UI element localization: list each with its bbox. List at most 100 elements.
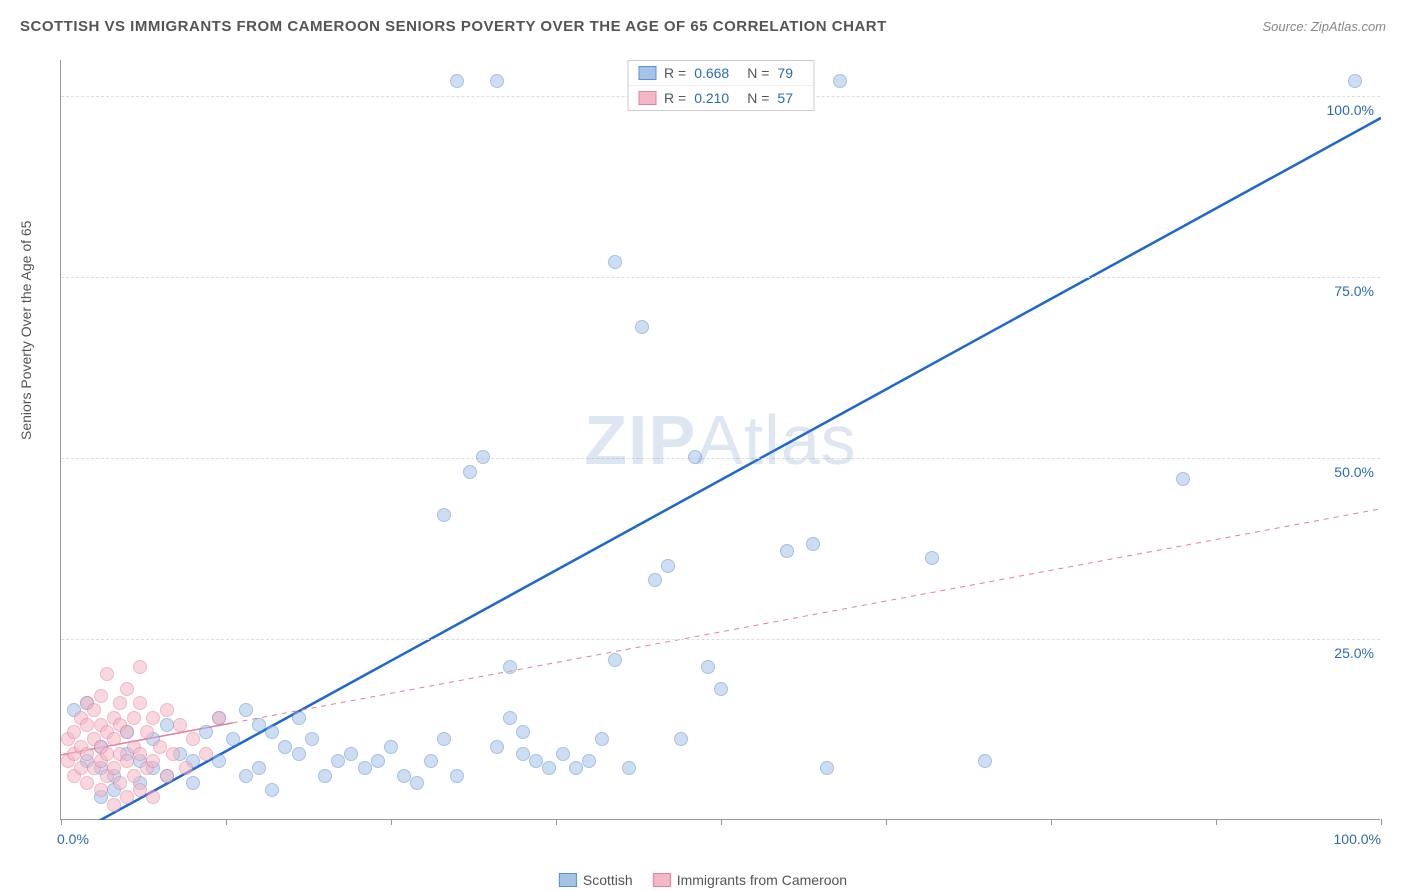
n-label: N = [747, 65, 769, 81]
data-point-scottish [688, 450, 702, 464]
data-point-scottish [252, 761, 266, 775]
gridline-h [61, 639, 1380, 640]
data-point-immigrants-from-cameroon [146, 711, 160, 725]
data-point-immigrants-from-cameroon [100, 747, 114, 761]
chart-header: SCOTTISH VS IMMIGRANTS FROM CAMEROON SEN… [20, 18, 1386, 35]
data-point-immigrants-from-cameroon [74, 761, 88, 775]
data-point-immigrants-from-cameroon [120, 682, 134, 696]
data-point-immigrants-from-cameroon [166, 747, 180, 761]
x-tick [226, 819, 227, 825]
data-point-immigrants-from-cameroon [127, 769, 141, 783]
data-point-scottish [1348, 74, 1362, 88]
data-point-immigrants-from-cameroon [80, 776, 94, 790]
data-point-scottish [331, 754, 345, 768]
y-tick-label: 50.0% [1334, 464, 1374, 480]
data-point-immigrants-from-cameroon [87, 703, 101, 717]
data-point-scottish [252, 718, 266, 732]
data-point-immigrants-from-cameroon [212, 711, 226, 725]
trend-lines-svg [61, 60, 1381, 820]
data-point-scottish [714, 682, 728, 696]
data-point-immigrants-from-cameroon [67, 725, 81, 739]
gridline-h [61, 458, 1380, 459]
data-point-immigrants-from-cameroon [179, 761, 193, 775]
n-value-scottish: 79 [777, 65, 793, 81]
data-point-scottish [344, 747, 358, 761]
data-point-scottish [516, 747, 530, 761]
r-label: R = [664, 65, 686, 81]
data-point-scottish [780, 544, 794, 558]
data-point-scottish [503, 660, 517, 674]
data-point-immigrants-from-cameroon [133, 783, 147, 797]
r-value-scottish: 0.668 [694, 65, 729, 81]
data-point-scottish [318, 769, 332, 783]
data-point-scottish [476, 450, 490, 464]
data-point-scottish [397, 769, 411, 783]
data-point-immigrants-from-cameroon [107, 732, 121, 746]
data-point-scottish [450, 769, 464, 783]
data-point-immigrants-from-cameroon [80, 747, 94, 761]
data-point-scottish [661, 559, 675, 573]
data-point-immigrants-from-cameroon [173, 718, 187, 732]
data-point-immigrants-from-cameroon [107, 761, 121, 775]
data-point-scottish [199, 725, 213, 739]
x-tick [391, 819, 392, 825]
legend-swatch-cameroon [653, 873, 671, 887]
x-tick [886, 819, 887, 825]
data-point-immigrants-from-cameroon [100, 667, 114, 681]
data-point-scottish [608, 653, 622, 667]
correlation-stats-legend: R = 0.668 N = 79 R = 0.210 N = 57 [627, 60, 814, 111]
data-point-scottish [186, 776, 200, 790]
data-point-scottish [925, 551, 939, 565]
data-point-immigrants-from-cameroon [153, 740, 167, 754]
data-point-scottish [608, 255, 622, 269]
n-value-cameroon: 57 [777, 90, 793, 106]
legend-label-cameroon: Immigrants from Cameroon [677, 872, 847, 888]
data-point-immigrants-from-cameroon [146, 754, 160, 768]
data-point-immigrants-from-cameroon [120, 725, 134, 739]
data-point-scottish [305, 732, 319, 746]
gridline-h [61, 277, 1380, 278]
data-point-scottish [503, 711, 517, 725]
data-point-scottish [806, 537, 820, 551]
data-point-scottish [437, 508, 451, 522]
data-point-scottish [635, 320, 649, 334]
data-point-scottish [278, 740, 292, 754]
data-point-immigrants-from-cameroon [113, 776, 127, 790]
r-label: R = [664, 90, 686, 106]
data-point-scottish [490, 74, 504, 88]
data-point-scottish [820, 761, 834, 775]
watermark-light: Atlas [696, 401, 857, 479]
data-point-scottish [463, 465, 477, 479]
data-point-scottish [978, 754, 992, 768]
data-point-scottish [265, 725, 279, 739]
data-point-scottish [556, 747, 570, 761]
data-point-scottish [490, 740, 504, 754]
data-point-immigrants-from-cameroon [133, 660, 147, 674]
legend-swatch-scottish [559, 873, 577, 887]
y-tick-label: 100.0% [1327, 102, 1374, 118]
stats-row-cameroon: R = 0.210 N = 57 [628, 86, 813, 110]
data-point-scottish [160, 718, 174, 732]
data-point-immigrants-from-cameroon [127, 711, 141, 725]
data-point-scottish [437, 732, 451, 746]
x-tick [1216, 819, 1217, 825]
data-point-immigrants-from-cameroon [199, 747, 213, 761]
data-point-scottish [424, 754, 438, 768]
data-point-scottish [542, 761, 556, 775]
y-axis-label: Seniors Poverty Over the Age of 65 [18, 221, 34, 440]
data-point-scottish [292, 747, 306, 761]
data-point-immigrants-from-cameroon [133, 747, 147, 761]
series-legend: Scottish Immigrants from Cameroon [559, 872, 847, 888]
data-point-immigrants-from-cameroon [140, 725, 154, 739]
watermark-bold: ZIP [584, 401, 696, 479]
data-point-scottish [516, 725, 530, 739]
x-tick [61, 819, 62, 825]
swatch-cameroon [638, 91, 656, 105]
data-point-scottish [833, 74, 847, 88]
swatch-scottish [638, 66, 656, 80]
data-point-scottish [371, 754, 385, 768]
x-tick-label: 0.0% [57, 831, 89, 847]
data-point-scottish [212, 754, 226, 768]
stats-row-scottish: R = 0.668 N = 79 [628, 61, 813, 86]
data-point-immigrants-from-cameroon [94, 689, 108, 703]
